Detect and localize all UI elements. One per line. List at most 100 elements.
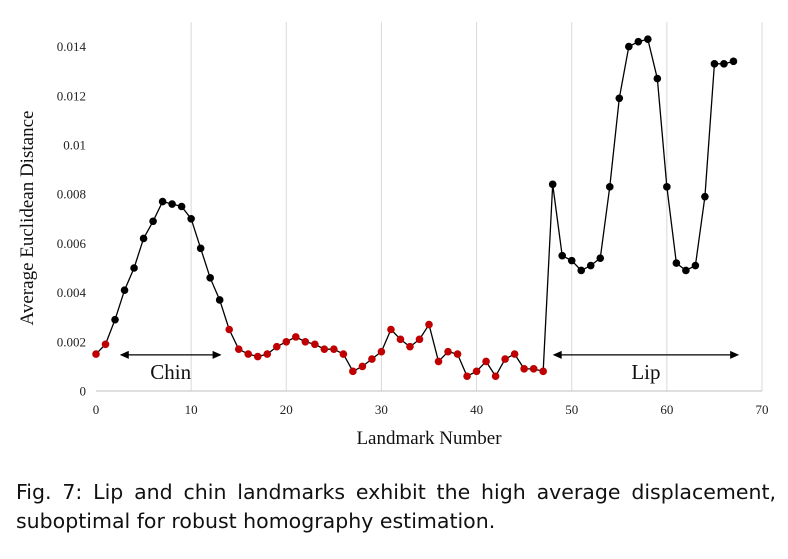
y-tick-label: 0.002 (57, 334, 86, 349)
annotation-arrowhead-right (730, 350, 740, 359)
series (92, 35, 738, 381)
annotation-arrowhead-left (119, 350, 129, 359)
data-point (349, 367, 357, 376)
data-point (187, 215, 195, 223)
data-point (520, 365, 528, 373)
data-point (120, 286, 129, 294)
y-axis-label: Average Euclidean Distance (17, 111, 38, 326)
data-point (368, 355, 376, 363)
x-tick-label: 50 (565, 402, 578, 417)
y-tick-label: 0.01 (63, 138, 86, 153)
data-point (691, 261, 700, 270)
data-point (720, 60, 728, 68)
data-point (729, 57, 738, 66)
y-tick-label: 0.012 (57, 88, 86, 103)
y-tick-label: 0.004 (57, 285, 87, 300)
data-point (491, 372, 500, 381)
data-point (387, 325, 395, 334)
data-point (644, 35, 652, 44)
data-point (577, 266, 586, 275)
data-point (168, 200, 176, 208)
data-point (453, 350, 462, 358)
data-point (292, 333, 300, 341)
data-point (425, 320, 433, 329)
data-point (263, 350, 272, 358)
x-tick-label: 20 (280, 402, 293, 417)
x-tick-label: 70 (756, 402, 769, 417)
data-point (130, 264, 138, 272)
data-point (548, 180, 557, 189)
vertical-gridlines (190, 22, 763, 391)
line-chart: 0 10 20 30 40 50 60 70 0 0.002 0.004 0.006 0.008 0.0… (17, 22, 769, 449)
data-point (406, 342, 414, 351)
data-point (92, 350, 100, 358)
data-point (272, 342, 281, 351)
annotation-label: Chin (150, 360, 191, 384)
data-point (663, 183, 671, 191)
annotations: Chin Lip (119, 350, 740, 384)
y-tick-label: 0.014 (57, 39, 87, 54)
data-point (596, 254, 605, 262)
x-tick-label: 40 (470, 402, 483, 417)
data-point (510, 350, 519, 358)
data-point (444, 347, 452, 356)
data-point (634, 37, 643, 46)
data-point (358, 362, 367, 371)
data-point (472, 367, 481, 376)
data-point (463, 372, 471, 381)
data-point (672, 259, 681, 267)
x-tick-label: 60 (660, 402, 673, 417)
annotation-arrowhead-left (552, 350, 562, 359)
data-point (625, 42, 633, 51)
data-point (605, 183, 614, 191)
figure-caption: Fig. 7: Lip and chin landmarks exhibit t… (16, 480, 776, 533)
data-point (567, 256, 576, 265)
x-tick-label: 30 (375, 402, 388, 417)
data-point (244, 350, 253, 358)
y-tick-label: 0.008 (57, 187, 86, 202)
y-tick-label: 0.006 (57, 236, 87, 251)
data-point (196, 244, 205, 253)
x-axis-label: Landmark Number (356, 428, 502, 449)
data-point (234, 345, 243, 353)
data-point (339, 350, 348, 358)
data-point (206, 274, 214, 282)
data-point (501, 355, 509, 363)
data-point (177, 202, 186, 211)
data-point (311, 340, 319, 349)
data-point (225, 325, 233, 334)
x-tick-label: 10 (185, 402, 198, 417)
data-point (396, 335, 405, 344)
x-tick-label: 0 (93, 402, 100, 417)
data-point (539, 367, 547, 376)
data-point (301, 338, 310, 346)
data-point (586, 261, 595, 270)
data-point (111, 315, 119, 324)
y-tick-label: 0 (80, 384, 87, 399)
data-point (529, 365, 538, 373)
data-point (101, 340, 110, 349)
data-point (253, 352, 262, 361)
series-line (95, 38, 734, 377)
data-point (653, 74, 662, 83)
data-point (701, 192, 709, 201)
annotation-chin: Chin (119, 350, 222, 384)
data-point (215, 296, 224, 304)
data-point (710, 60, 719, 68)
x-tick-labels: 0 10 20 30 40 50 60 70 (93, 402, 769, 417)
data-point (558, 251, 566, 260)
data-point (158, 197, 167, 206)
data-point (149, 217, 157, 226)
data-point (320, 345, 329, 353)
data-point (282, 338, 291, 346)
annotation-arrowhead-right (212, 350, 222, 359)
data-point (482, 357, 490, 366)
data-point (139, 234, 148, 243)
y-tick-labels: 0 0.002 0.004 0.006 0.008 0.01 0.012 0.014 (57, 39, 87, 398)
data-point (434, 357, 443, 366)
data-point (330, 345, 338, 353)
data-point (615, 94, 624, 103)
data-point (377, 347, 386, 356)
annotation-label: Lip (631, 360, 660, 384)
annotation-lip: Lip (552, 350, 740, 384)
